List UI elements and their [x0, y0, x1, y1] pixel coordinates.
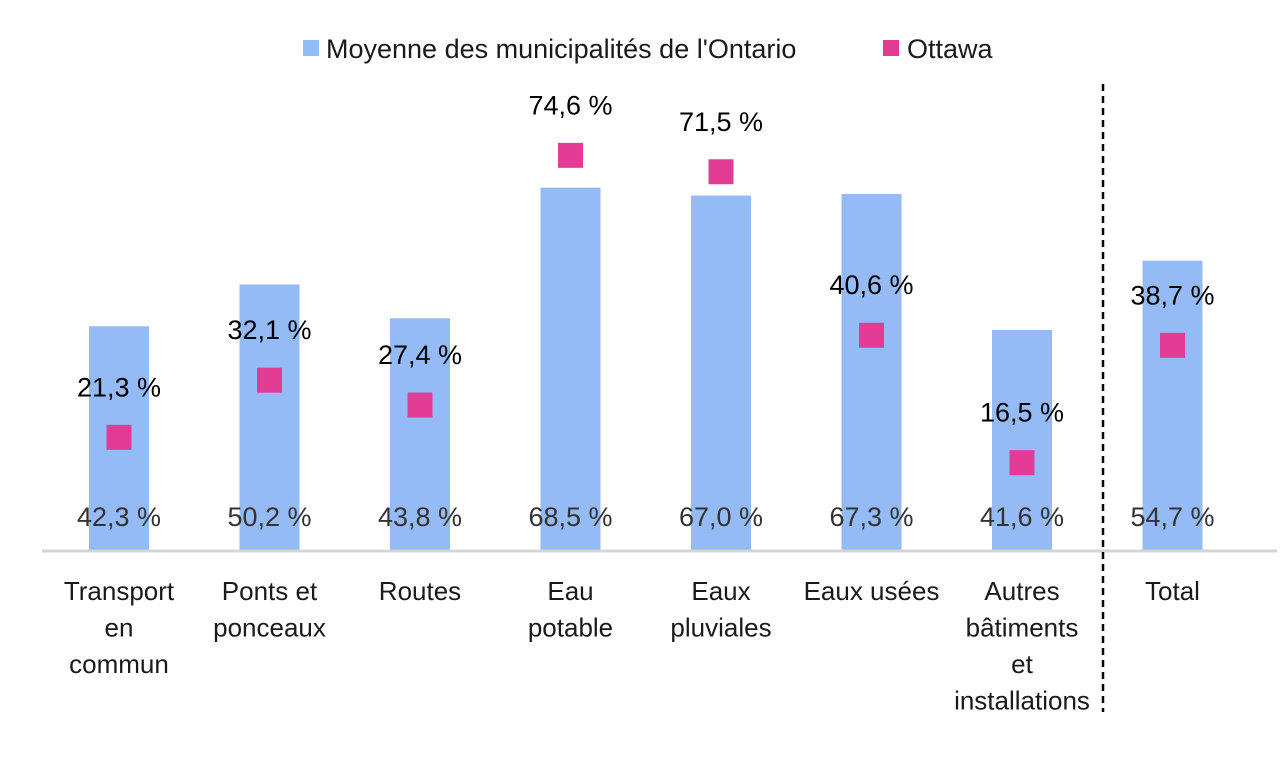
- marker-ottawa: [1009, 450, 1035, 476]
- ottawa-value-label: 16,5 %: [980, 398, 1064, 428]
- marker-ottawa: [1160, 332, 1185, 358]
- marker-ottawa: [407, 392, 433, 418]
- legend-label-ottawa: Ottawa: [907, 34, 994, 64]
- ottawa-value-label: 74,6 %: [528, 90, 612, 120]
- bar-average: [540, 187, 601, 550]
- marker-ottawa: [106, 424, 132, 450]
- x-tick-label-line: potable: [528, 613, 613, 643]
- x-tick-label-line: Total: [1145, 576, 1200, 606]
- legend-label-average: Moyenne des municipalités de l'Ontario: [326, 34, 796, 64]
- bar-value-label: 42,3 %: [77, 502, 161, 532]
- marker-ottawa: [859, 322, 884, 348]
- x-tick-label-line: pluviales: [670, 613, 771, 643]
- ottawa-value-label: 27,4 %: [378, 340, 462, 370]
- ottawa-value-label: 21,3 %: [77, 372, 161, 402]
- x-tick-label-line: Autres: [984, 576, 1059, 606]
- ottawa-value-label: 38,7 %: [1130, 280, 1214, 310]
- bar-value-label: 50,2 %: [227, 502, 311, 532]
- x-tick-label: Eaux usées: [804, 576, 940, 606]
- bar-value-label: 68,5 %: [528, 502, 612, 532]
- x-tick-label-line: Eaux: [691, 576, 750, 606]
- bar-average: [1142, 260, 1203, 550]
- ottawa-value-label: 32,1 %: [227, 315, 311, 345]
- marker-ottawa: [257, 367, 282, 393]
- x-tick-label-line: Routes: [379, 576, 461, 606]
- bar-average: [390, 318, 450, 550]
- legend-swatch-average: [303, 40, 319, 56]
- bar-value-label: 41,6 %: [980, 502, 1064, 532]
- marker-ottawa: [558, 142, 583, 168]
- legend: Moyenne des municipalités de l'Ontario O…: [303, 34, 994, 64]
- x-tick-label: Routes: [379, 576, 461, 606]
- x-tick-label-line: installations: [954, 686, 1090, 716]
- x-tick-label-line: bâtiments: [966, 613, 1079, 643]
- bar-value-label: 43,8 %: [378, 502, 462, 532]
- x-tick-label-line: Transport: [64, 576, 175, 606]
- x-tick-label: Eau potable: [528, 576, 613, 643]
- x-tick-label-line: Eaux usées: [804, 576, 940, 606]
- x-tick-label-line: Ponts et: [222, 576, 318, 606]
- x-tick-label-line: en: [105, 613, 134, 643]
- x-tick-label-line: et: [1011, 649, 1033, 679]
- x-tick-label-line: ponceaux: [213, 613, 326, 643]
- bar-average: [691, 195, 751, 550]
- legend-item-ottawa: Ottawa: [883, 34, 994, 64]
- bar-value-label: 67,0 %: [679, 502, 763, 532]
- bars-layer: 42,3 % 50,2 % 43,8 % 68,5 % 67,0 % 67,3 % 41,6…: [77, 187, 1215, 550]
- x-tick-label: Ponts et ponceaux: [213, 576, 326, 643]
- bar-average: [841, 193, 902, 550]
- legend-item-average: Moyenne des municipalités de l'Ontario: [303, 34, 796, 64]
- marker-ottawa: [708, 159, 734, 185]
- x-tick-label: Transport en commun: [64, 576, 175, 679]
- bar-average: [239, 284, 300, 550]
- x-tick-label: Eaux pluviales: [670, 576, 771, 643]
- x-tick-label-line: commun: [69, 649, 169, 679]
- legend-swatch-ottawa: [883, 40, 899, 56]
- x-tick-label: Total: [1145, 576, 1200, 606]
- bar-value-label: 54,7 %: [1130, 502, 1214, 532]
- x-tick-label: Autres bâtiments et installations: [954, 576, 1090, 716]
- bar-value-label: 67,3 %: [829, 502, 913, 532]
- bar-average: [992, 329, 1052, 550]
- ottawa-value-label: 71,5 %: [679, 107, 763, 137]
- x-axis-labels: Transport en commun Ponts et ponceaux Routes E…: [64, 576, 1200, 716]
- ottawa-value-label: 40,6 %: [829, 270, 913, 300]
- x-tick-label-line: Eau: [547, 576, 593, 606]
- markers-layer: 21,3 % 32,1 % 27,4 % 74,6 % 71,5 % 40,6 % 16,5…: [77, 90, 1215, 476]
